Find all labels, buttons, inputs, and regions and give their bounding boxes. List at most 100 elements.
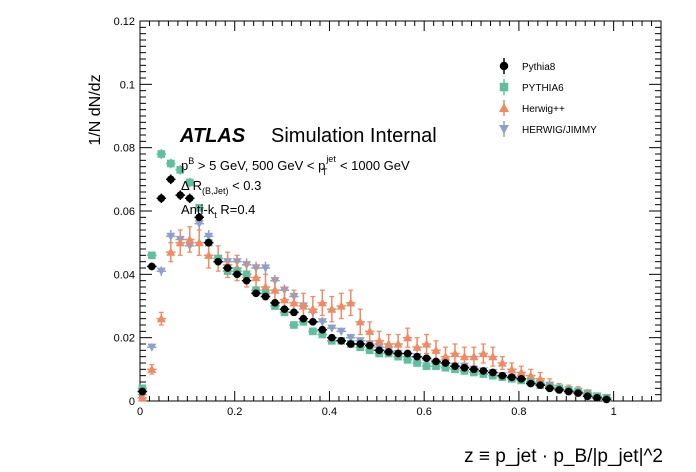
selection-delta-r: Δ R(B,Jet) < 0.3: [181, 178, 261, 196]
data-point: [308, 304, 318, 313]
data-point: [498, 371, 507, 380]
data-point: [346, 340, 355, 348]
data-point: [602, 395, 611, 404]
selection-pt-jet-sup: jet: [325, 154, 336, 164]
data-point: [156, 267, 166, 276]
data-point: [459, 352, 469, 361]
data-point: [355, 317, 365, 326]
data-point: [327, 304, 337, 313]
legend-marker: [499, 125, 509, 134]
x-tick-label: 0.4: [322, 406, 337, 418]
legend-entry-herwig-jimmy: HERWIG/JIMMY: [499, 121, 597, 137]
data-point: [166, 232, 176, 241]
data-point: [432, 357, 440, 366]
data-point: [157, 194, 166, 203]
data-point: [393, 339, 403, 348]
data-point: [309, 327, 317, 336]
data-point: [194, 238, 204, 247]
data-point: [194, 220, 204, 229]
data-point: [375, 346, 384, 355]
data-point: [450, 349, 460, 358]
selection-dr-cut: < 0.3: [228, 178, 261, 193]
data-point: [290, 308, 298, 317]
data-point: [280, 305, 289, 313]
x-tick-label: 0.8: [511, 406, 526, 418]
selection-pt-end: < 1000 GeV: [336, 158, 410, 173]
data-point: [545, 384, 554, 393]
data-point: [413, 359, 421, 367]
selection-pt-t-sub: T: [322, 167, 328, 177]
data-point: [384, 348, 393, 356]
data-point: [507, 364, 517, 373]
data-point: [261, 264, 271, 273]
data-point: [214, 257, 222, 266]
data-point: [516, 368, 526, 377]
data-point: [166, 159, 175, 168]
data-point: [242, 270, 251, 279]
data-point: [489, 368, 497, 377]
data-point: [336, 301, 346, 310]
data-point: [138, 387, 147, 396]
data-point: [148, 262, 156, 271]
data-point: [195, 204, 204, 212]
data-point: [318, 330, 327, 339]
data-series: [137, 149, 612, 404]
series-herwig: [137, 226, 612, 402]
data-point: [403, 349, 412, 358]
data-point: [365, 346, 374, 355]
legend-label: Pythia8: [522, 62, 556, 73]
data-point: [356, 340, 365, 348]
x-tick-label: 0.6: [417, 406, 432, 418]
data-point: [384, 339, 394, 348]
x-axis-title: z ≡ p_jet · p_B/|p_jet|^2: [464, 446, 663, 467]
data-point: [327, 333, 336, 342]
legend-marker: [499, 82, 509, 92]
data-point: [176, 166, 185, 174]
legend-marker: [499, 103, 509, 112]
data-point: [346, 334, 356, 343]
data-point: [488, 352, 498, 361]
data-point: [290, 321, 298, 329]
data-point: [251, 273, 261, 282]
data-point: [147, 343, 157, 352]
atlas-logo-text: ATLAS: [179, 125, 246, 147]
data-point: [431, 345, 441, 354]
data-point: [507, 373, 516, 382]
data-point: [233, 270, 241, 279]
data-point: [166, 175, 175, 184]
data-point: [460, 363, 469, 372]
y-axis-tick-labels: 0 0.02 0.04 0.06 0.08 0.1 0.12: [114, 16, 135, 408]
selection-pt-p: p: [181, 158, 188, 173]
legend-marker: [499, 61, 509, 71]
data-point: [470, 365, 478, 374]
data-point: [441, 363, 450, 372]
data-point: [574, 389, 582, 397]
data-point: [365, 326, 375, 335]
legend-entry-pythia8: Pythia8: [499, 58, 556, 74]
data-point: [432, 362, 440, 370]
jet-algorithm: Anti-kt R=0.4: [181, 202, 255, 220]
legend-entry-pythia6: PYTHIA6: [499, 79, 564, 95]
y-tick-label: 0: [129, 396, 135, 408]
legend-label: PYTHIA6: [522, 83, 564, 94]
data-point: [535, 374, 545, 383]
data-point: [564, 387, 573, 396]
data-point: [469, 352, 479, 361]
data-point: [185, 194, 194, 203]
data-point: [478, 349, 488, 358]
data-point: [336, 327, 346, 336]
jet-algo-sub: t: [214, 210, 217, 220]
y-axis-title: 1/N dN/dz: [87, 74, 104, 145]
data-point: [374, 336, 384, 345]
y-axis-ticks: [140, 20, 661, 402]
data-point: [147, 364, 157, 373]
data-point: [403, 333, 413, 342]
legend: Pythia8 PYTHIA6 Herwig++ HERWIG/JIMMY: [499, 58, 597, 137]
data-point: [555, 386, 563, 394]
data-point: [422, 354, 431, 363]
data-point: [289, 298, 299, 307]
data-point: [242, 276, 251, 285]
data-point: [204, 238, 213, 247]
data-point: [451, 362, 459, 370]
